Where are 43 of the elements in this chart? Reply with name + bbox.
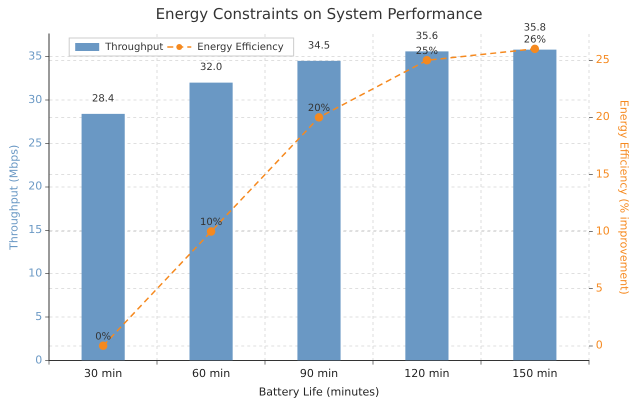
x-tick-label: 90 min xyxy=(300,367,338,380)
bar xyxy=(297,60,341,360)
y2-tick-label: 10 xyxy=(596,224,610,238)
point xyxy=(314,113,324,122)
y-tick-label: 15 xyxy=(28,223,42,236)
y2-axis-title: Energy Efficiency (% improvement) xyxy=(618,100,631,295)
data-label: 32.0 xyxy=(200,62,222,74)
x-axis-title: Battery Life (minutes) xyxy=(258,385,380,398)
data-label: 10% xyxy=(200,217,222,228)
y2-tick-label: 5 xyxy=(596,282,603,295)
x-tick-label: 120 min xyxy=(404,367,450,380)
point xyxy=(206,227,216,236)
data-label: 34.5 xyxy=(308,40,330,52)
point xyxy=(422,56,432,65)
data-label: 35.8 xyxy=(524,22,546,34)
y-tick-label: 30 xyxy=(28,92,42,106)
legend-label: Throughput xyxy=(104,42,164,54)
y-tick-label: 0 xyxy=(35,353,42,366)
data-label: 35.6 xyxy=(416,30,438,42)
y-tick-label: 20 xyxy=(28,180,42,193)
x-tick-label: 60 min xyxy=(192,367,230,380)
y2-tick-label: 20 xyxy=(596,110,610,124)
data-label: 20% xyxy=(308,102,330,114)
y2-tick-label: 15 xyxy=(596,167,610,180)
legend-label: Energy Efficiency xyxy=(197,42,284,54)
x-tick-label: 30 min xyxy=(84,367,122,380)
bar xyxy=(189,82,233,360)
data-label: 0% xyxy=(95,331,112,342)
bar xyxy=(513,50,556,360)
y2-tick-label: 0 xyxy=(596,338,603,352)
x-tick-label: 150 min xyxy=(512,367,558,380)
y-tick-label: 25 xyxy=(28,136,42,150)
point xyxy=(98,342,108,350)
y-tick-label: 35 xyxy=(28,49,42,62)
y-axis-title: Throughput (Mbps) xyxy=(7,144,20,251)
bar xyxy=(82,114,125,360)
y-tick-label: 10 xyxy=(28,266,42,280)
point xyxy=(530,44,540,54)
y-tick-label: 5 xyxy=(35,310,42,324)
data-label: 26% xyxy=(524,34,546,46)
y2-tick-label: 25 xyxy=(596,53,610,66)
data-label: 28.4 xyxy=(92,94,114,105)
chart-title: Energy Constraints on System Performance xyxy=(156,4,482,23)
